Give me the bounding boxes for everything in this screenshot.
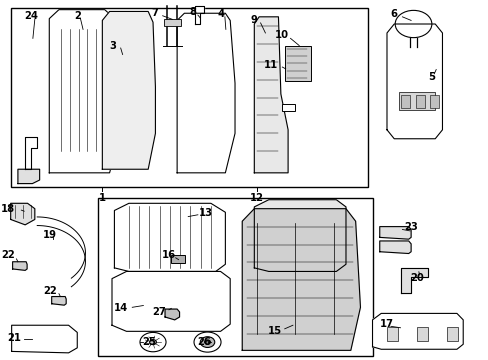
Polygon shape	[177, 13, 235, 173]
Text: 3: 3	[109, 41, 116, 50]
Polygon shape	[11, 203, 35, 225]
Text: 22: 22	[43, 286, 57, 296]
Bar	[429, 95, 438, 108]
Text: 17: 17	[379, 319, 393, 329]
Text: 4: 4	[218, 9, 224, 19]
Text: 21: 21	[7, 333, 21, 343]
Text: 9: 9	[250, 15, 257, 26]
Polygon shape	[52, 297, 66, 305]
Circle shape	[194, 332, 221, 352]
Text: 2: 2	[74, 11, 81, 21]
Bar	[284, 45, 311, 81]
Polygon shape	[195, 6, 203, 24]
Text: 16: 16	[162, 250, 176, 260]
Bar	[164, 19, 180, 26]
Polygon shape	[379, 241, 410, 253]
Text: 13: 13	[199, 208, 213, 218]
Polygon shape	[114, 203, 225, 271]
Circle shape	[204, 340, 210, 344]
Text: 19: 19	[43, 230, 57, 239]
Text: 18: 18	[1, 204, 15, 215]
Text: 15: 15	[267, 326, 282, 336]
Text: 5: 5	[427, 72, 434, 82]
Bar	[401, 95, 409, 108]
Polygon shape	[112, 271, 230, 331]
Circle shape	[149, 339, 156, 345]
Text: 6: 6	[389, 9, 396, 19]
Text: 22: 22	[1, 250, 15, 260]
Text: 26: 26	[197, 337, 211, 347]
Text: 12: 12	[249, 193, 263, 203]
Polygon shape	[386, 24, 442, 139]
Text: 23: 23	[404, 222, 417, 232]
Polygon shape	[49, 10, 119, 173]
Bar	[386, 327, 397, 341]
Circle shape	[140, 332, 166, 352]
Text: 10: 10	[274, 30, 288, 40]
Polygon shape	[372, 314, 462, 349]
Bar	[11, 8, 367, 187]
Polygon shape	[165, 309, 179, 320]
Polygon shape	[254, 17, 287, 173]
Polygon shape	[379, 226, 410, 239]
Bar	[281, 104, 294, 111]
Text: 27: 27	[152, 307, 166, 317]
Text: 7: 7	[151, 8, 158, 18]
Bar	[398, 92, 434, 110]
Bar	[170, 255, 185, 263]
Bar	[97, 198, 372, 356]
Bar	[447, 327, 457, 341]
Polygon shape	[102, 12, 155, 169]
Text: 14: 14	[113, 303, 127, 314]
Polygon shape	[242, 209, 360, 350]
Bar	[415, 95, 424, 108]
Polygon shape	[25, 137, 37, 169]
Circle shape	[200, 337, 214, 347]
Polygon shape	[13, 262, 27, 270]
Polygon shape	[18, 169, 40, 184]
Text: 1: 1	[99, 193, 106, 203]
Text: 11: 11	[264, 60, 278, 70]
Text: 20: 20	[409, 273, 423, 283]
Polygon shape	[254, 200, 346, 271]
Text: 25: 25	[142, 337, 156, 347]
Polygon shape	[12, 325, 77, 353]
Text: 24: 24	[24, 11, 38, 21]
Circle shape	[394, 10, 431, 38]
Polygon shape	[401, 268, 427, 293]
Bar	[416, 327, 427, 341]
Text: 8: 8	[189, 7, 196, 17]
